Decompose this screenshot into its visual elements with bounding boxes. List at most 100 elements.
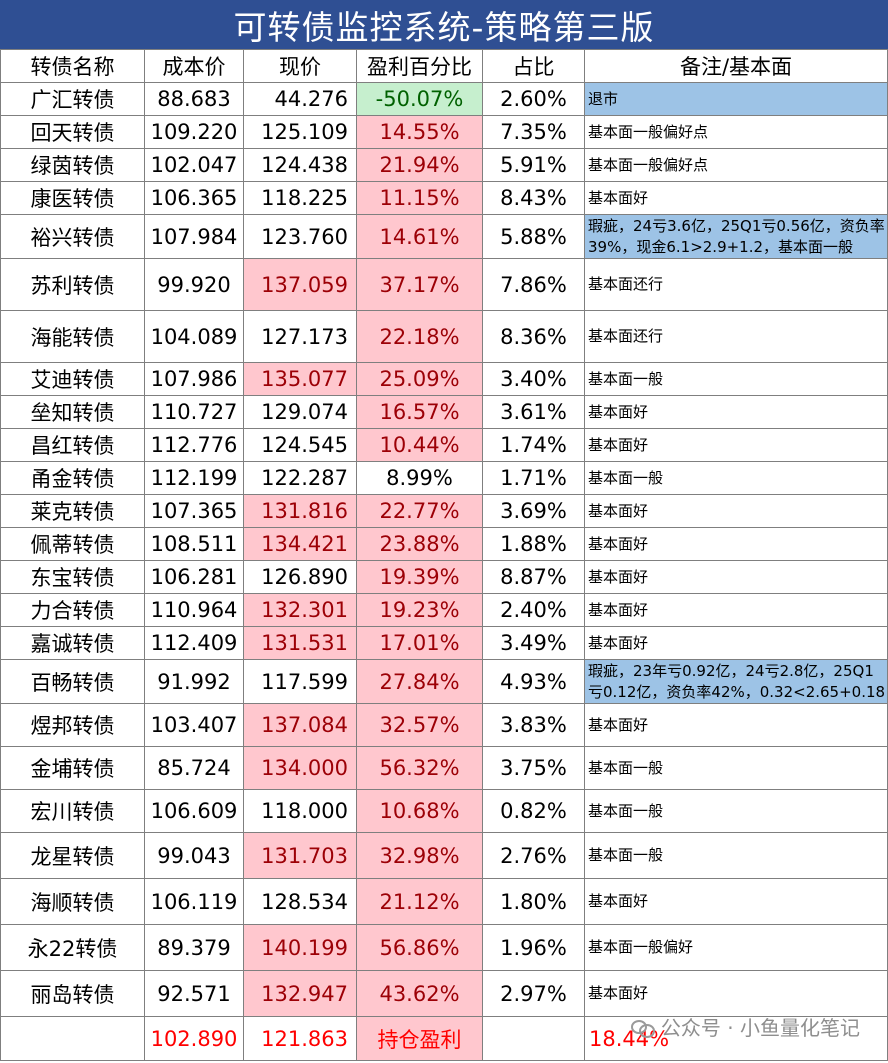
profit-pct: 10.68% <box>356 789 483 833</box>
profit-pct: 21.94% <box>356 148 483 182</box>
profit-pct: 8.99% <box>356 461 483 495</box>
note: 基本面一般 <box>584 362 888 396</box>
bond-name: 百畅转债 <box>0 659 145 704</box>
table-row: 甬金转债 112.199 122.287 8.99% 1.71% 基本面一般 <box>0 461 888 495</box>
bond-name: 康医转债 <box>0 181 145 215</box>
note: 基本面好 <box>584 703 888 747</box>
cost-price: 106.365 <box>144 181 244 215</box>
header-profit-pct: 盈利百分比 <box>356 49 483 83</box>
note: 基本面好 <box>584 428 888 462</box>
profit-pct: 43.62% <box>356 970 483 1017</box>
table-row: 莱克转债 107.365 131.816 22.77% 3.69% 基本面好 <box>0 494 888 528</box>
share-pct: 2.40% <box>482 593 585 627</box>
bond-name: 海顺转债 <box>0 878 145 925</box>
share-pct: 1.88% <box>482 527 585 561</box>
note: 基本面一般 <box>584 461 888 495</box>
cost-price: 112.776 <box>144 428 244 462</box>
header-cost: 成本价 <box>144 49 244 83</box>
profit-pct: 27.84% <box>356 659 483 704</box>
bond-name: 苏利转债 <box>0 258 145 311</box>
header-price: 现价 <box>243 49 357 83</box>
share-pct: 8.43% <box>482 181 585 215</box>
current-price: 137.084 <box>243 703 357 747</box>
bond-name: 裕兴转债 <box>0 214 145 259</box>
bond-name: 莱克转债 <box>0 494 145 528</box>
profit-pct: 56.32% <box>356 746 483 790</box>
share-pct: 5.88% <box>482 214 585 259</box>
share-pct: 3.83% <box>482 703 585 747</box>
table-row: 金埔转债 85.724 134.000 56.32% 3.75% 基本面一般 <box>0 746 888 790</box>
current-price: 134.421 <box>243 527 357 561</box>
cost-price: 108.511 <box>144 527 244 561</box>
total-label: 持仓盈利 <box>356 1016 483 1061</box>
profit-pct: -50.07% <box>356 82 483 116</box>
table-row: 龙星转债 99.043 131.703 32.98% 2.76% 基本面一般 <box>0 832 888 879</box>
bond-name: 甬金转债 <box>0 461 145 495</box>
profit-pct: 21.12% <box>356 878 483 925</box>
profit-pct: 14.61% <box>356 214 483 259</box>
table-row: 康医转债 106.365 118.225 11.15% 8.43% 基本面好 <box>0 181 888 215</box>
note: 基本面一般偏好 <box>584 924 888 971</box>
table-row: 宏川转债 106.609 118.000 10.68% 0.82% 基本面一般 <box>0 789 888 833</box>
profit-pct: 25.09% <box>356 362 483 396</box>
bond-name: 垒知转债 <box>0 395 145 429</box>
share-pct: 1.71% <box>482 461 585 495</box>
profit-pct: 17.01% <box>356 626 483 660</box>
cost-price: 107.986 <box>144 362 244 396</box>
current-price: 118.000 <box>243 789 357 833</box>
cost-price: 88.683 <box>144 82 244 116</box>
total-profit-pct: 18.44% <box>584 1016 888 1061</box>
header-note: 备注/基本面 <box>584 49 888 83</box>
note: 基本面好 <box>584 560 888 594</box>
note: 基本面好 <box>584 395 888 429</box>
cost-price: 102.047 <box>144 148 244 182</box>
bond-name: 丽岛转债 <box>0 970 145 1017</box>
table-row: 艾迪转债 107.986 135.077 25.09% 3.40% 基本面一般 <box>0 362 888 396</box>
profit-pct: 23.88% <box>356 527 483 561</box>
cost-price: 106.281 <box>144 560 244 594</box>
profit-pct: 32.98% <box>356 832 483 879</box>
current-price: 137.059 <box>243 258 357 311</box>
table-row: 东宝转债 106.281 126.890 19.39% 8.87% 基本面好 <box>0 560 888 594</box>
current-price: 128.534 <box>243 878 357 925</box>
current-price: 132.301 <box>243 593 357 627</box>
wechat-icon <box>630 1018 655 1038</box>
cost-price: 106.609 <box>144 789 244 833</box>
page-title: 可转债监控系统-策略第三版 <box>0 0 888 49</box>
profit-pct: 10.44% <box>356 428 483 462</box>
share-pct: 8.87% <box>482 560 585 594</box>
cost-price: 99.043 <box>144 832 244 879</box>
share-pct: 1.80% <box>482 878 585 925</box>
table-row: 昌红转债 112.776 124.545 10.44% 1.74% 基本面好 <box>0 428 888 462</box>
bond-name: 昌红转债 <box>0 428 145 462</box>
note: 基本面一般偏好点 <box>584 115 888 149</box>
note: 基本面好 <box>584 181 888 215</box>
table-row: 垒知转债 110.727 129.074 16.57% 3.61% 基本面好 <box>0 395 888 429</box>
profit-pct: 16.57% <box>356 395 483 429</box>
current-price: 131.703 <box>243 832 357 879</box>
cost-price: 107.365 <box>144 494 244 528</box>
bond-name: 东宝转债 <box>0 560 145 594</box>
share-pct: 4.93% <box>482 659 585 704</box>
note: 基本面一般 <box>584 746 888 790</box>
note: 基本面好 <box>584 527 888 561</box>
share-pct: 7.35% <box>482 115 585 149</box>
table-row: 广汇转债 88.683 44.276 -50.07% 2.60% 退市 <box>0 82 888 116</box>
profit-pct: 22.77% <box>356 494 483 528</box>
cost-price: 109.220 <box>144 115 244 149</box>
total-name-cell <box>0 1016 145 1061</box>
share-pct: 2.97% <box>482 970 585 1017</box>
current-price: 131.816 <box>243 494 357 528</box>
share-pct: 3.49% <box>482 626 585 660</box>
note: 退市 <box>584 82 888 116</box>
note: 基本面好 <box>584 878 888 925</box>
table-row: 嘉诚转债 112.409 131.531 17.01% 3.49% 基本面好 <box>0 626 888 660</box>
share-pct: 2.60% <box>482 82 585 116</box>
share-pct: 2.76% <box>482 832 585 879</box>
bond-name: 嘉诚转债 <box>0 626 145 660</box>
note: 基本面还行 <box>584 258 888 311</box>
cost-price: 85.724 <box>144 746 244 790</box>
table-row: 裕兴转债 107.984 123.760 14.61% 5.88% 瑕疵，24亏3.6亿，… <box>0 214 888 259</box>
share-pct: 5.91% <box>482 148 585 182</box>
total-price: 121.863 <box>243 1016 357 1061</box>
